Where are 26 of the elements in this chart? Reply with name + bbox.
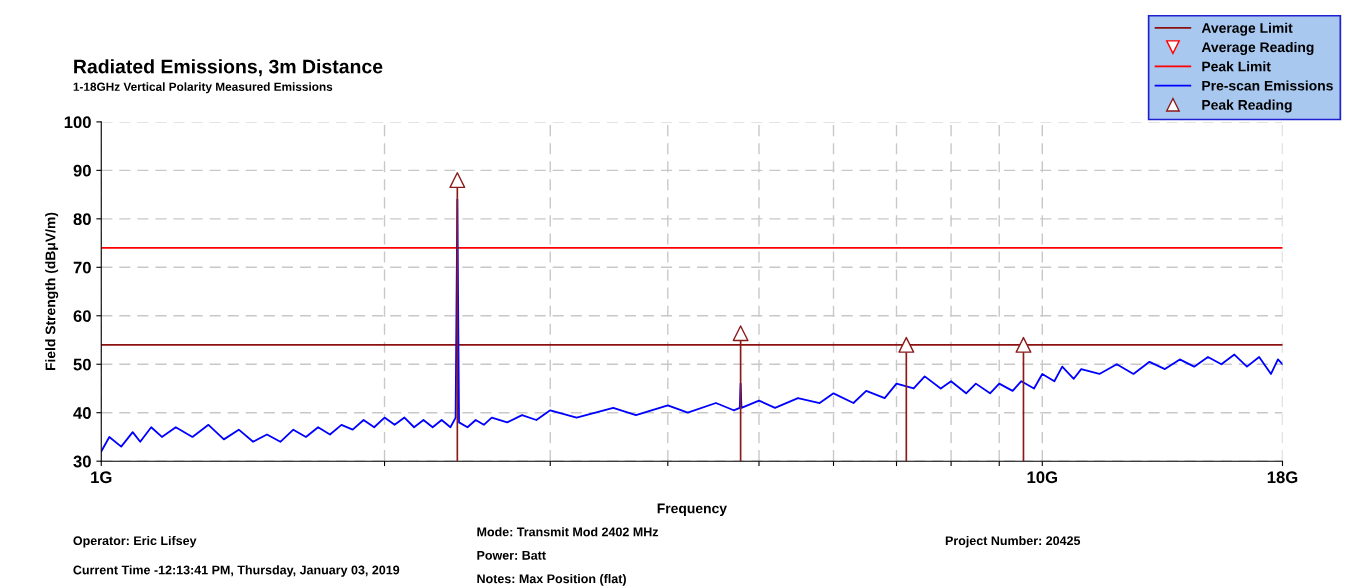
text: Mode: Transmit Mod 2402 MHz	[477, 527, 659, 537]
y-tick-label: 40	[73, 407, 91, 419]
text: Operator: Eric Lifsey	[73, 535, 197, 548]
y-axis-title: Field Strength (dBμV/m)	[45, 212, 59, 371]
text: Notes: Max Position (flat)	[477, 574, 626, 586]
y-tick-label: 70	[73, 261, 91, 274]
legend-label: Average Reading	[1201, 41, 1314, 55]
x-tick-label: 18G	[1267, 471, 1298, 484]
x-tick-label: 1G	[91, 471, 112, 484]
text: Power: Batt	[477, 551, 546, 560]
legend-label: Peak Reading	[1202, 99, 1292, 113]
y-tick-label: 50	[73, 358, 91, 371]
y-tick-label: 60	[73, 310, 91, 322]
y-tick-label: 100	[64, 116, 91, 129]
text: Project Number: 20425	[945, 535, 1081, 548]
y-tick-label: 80	[73, 213, 91, 226]
chart-subtitle: 1-18GHz Vertical Polarity Measured Emissions	[73, 82, 333, 94]
chart-title: Radiated Emissions, 3m Distance	[74, 59, 383, 77]
y-tick-label: 90	[73, 164, 91, 177]
legend-label: Peak Limit	[1202, 61, 1271, 72]
text: Current Time -12:13:41 PM, Thursday, January 03, 2019	[73, 565, 400, 577]
legend-label: Pre-scan Emissions	[1202, 80, 1333, 91]
legend-label: Average Limit	[1201, 22, 1293, 36]
x-axis-title: Frequency	[657, 503, 727, 517]
y-tick-label: 30	[73, 455, 91, 468]
x-tick-label: 10G	[1027, 471, 1057, 484]
